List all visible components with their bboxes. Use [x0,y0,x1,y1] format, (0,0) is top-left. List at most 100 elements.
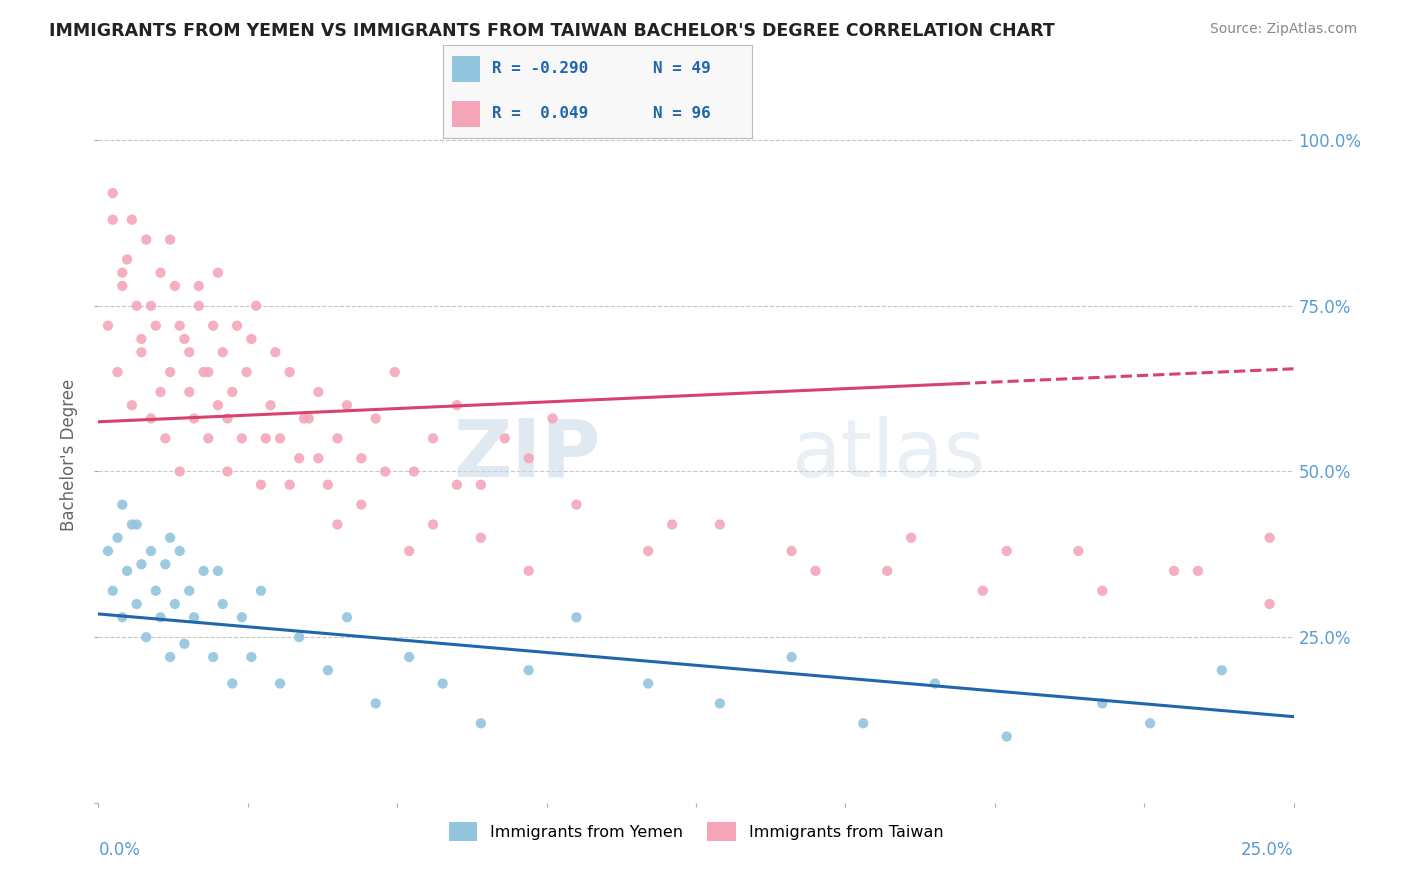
Point [179,345,201,359]
Point [245,299,267,313]
Point [316,663,339,677]
Point [254,431,277,445]
Bar [453,56,479,82]
Point [637,544,659,558]
Point [972,583,994,598]
Point [995,730,1018,744]
Point [900,531,922,545]
Point [97,318,120,333]
Text: N = 49: N = 49 [654,62,711,77]
Point [125,597,148,611]
Point [470,477,492,491]
Point [446,398,468,412]
Point [402,465,425,479]
Point [217,411,239,425]
Point [231,431,253,445]
Point [159,531,181,545]
Point [1211,663,1233,677]
Point [221,384,243,399]
Text: 25.0%: 25.0% [1241,841,1294,859]
Point [155,431,177,445]
Point [250,477,273,491]
Point [202,650,225,665]
Point [211,597,233,611]
Point [197,365,219,379]
Point [470,531,492,545]
Point [107,531,129,545]
Point [111,279,134,293]
Legend: Immigrants from Yemen, Immigrants from Taiwan: Immigrants from Yemen, Immigrants from T… [443,816,949,847]
Point [250,583,273,598]
Point [517,564,540,578]
Point [179,583,201,598]
Point [1067,544,1090,558]
Bar [453,101,479,127]
Y-axis label: Bachelor's Degree: Bachelor's Degree [60,379,79,531]
Point [231,610,253,624]
Text: R = -0.290: R = -0.290 [492,62,589,77]
Point [1139,716,1161,731]
Point [101,583,124,598]
Point [135,233,157,247]
Point [292,411,315,425]
Point [924,676,946,690]
Point [183,610,205,624]
Point [179,384,201,399]
Point [202,318,225,333]
Point [804,564,827,578]
Text: atlas: atlas [792,416,986,494]
Point [565,610,588,624]
Point [107,365,129,379]
Point [336,610,359,624]
Point [169,318,191,333]
Point [135,630,157,644]
Point [226,318,249,333]
Point [637,676,659,690]
Point [207,398,229,412]
Point [173,332,195,346]
Point [780,650,803,665]
Point [278,477,301,491]
Point [169,544,191,558]
Point [193,564,215,578]
Point [197,431,219,445]
Point [101,186,124,201]
Point [541,411,564,425]
Point [661,517,683,532]
Point [187,299,209,313]
Point [101,212,124,227]
Point [364,697,387,711]
Point [155,558,177,572]
Point [709,697,731,711]
Point [326,431,349,445]
Point [193,365,215,379]
Point [240,650,263,665]
Point [207,564,229,578]
Point [1091,583,1114,598]
Text: Source: ZipAtlas.com: Source: ZipAtlas.com [1209,22,1357,37]
Point [187,279,209,293]
Point [1187,564,1209,578]
Point [398,544,420,558]
Point [269,676,291,690]
Text: 0.0%: 0.0% [98,841,141,859]
Point [876,564,898,578]
Point [709,517,731,532]
Point [307,451,329,466]
Point [111,266,134,280]
Point [149,266,172,280]
Point [565,498,588,512]
Point [183,411,205,425]
Point [149,610,172,624]
Point [1258,597,1281,611]
Text: N = 96: N = 96 [654,106,711,121]
Point [131,558,153,572]
Point [139,411,162,425]
Point [235,365,257,379]
Point [288,451,311,466]
Point [121,212,143,227]
Text: IMMIGRANTS FROM YEMEN VS IMMIGRANTS FROM TAIWAN BACHELOR'S DEGREE CORRELATION CH: IMMIGRANTS FROM YEMEN VS IMMIGRANTS FROM… [49,22,1054,40]
Point [432,676,454,690]
Point [139,299,162,313]
Point [384,365,406,379]
